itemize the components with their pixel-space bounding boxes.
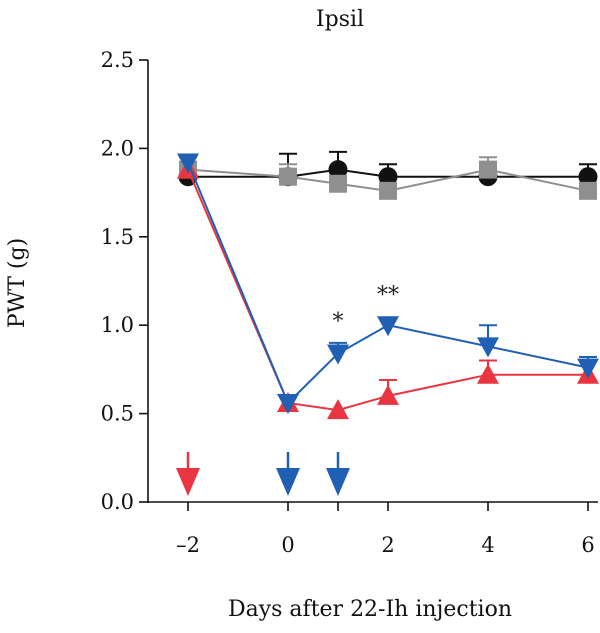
series-layer [177, 150, 599, 420]
x-axis-title: Days after 22-Ih injection [228, 597, 512, 622]
marker-circle [328, 160, 348, 180]
marker-triangle-down [177, 153, 199, 174]
marker-square [579, 181, 597, 200]
marker-triangle-down [377, 316, 399, 337]
injection-arrows [176, 452, 350, 496]
y-tick-label: 2.5 [101, 48, 134, 72]
marker-triangle-up [477, 363, 499, 384]
series-line [188, 168, 588, 178]
injection-arrow [176, 452, 200, 496]
significance-annotation: ** [377, 283, 399, 308]
y-axis-title: PWT (g) [5, 238, 30, 328]
marker-square [329, 174, 347, 193]
marker-circle [378, 167, 398, 187]
injection-arrow-head [176, 468, 200, 496]
series-circle [178, 150, 598, 187]
x-tick-label: 0 [281, 533, 294, 557]
annotations: *** [333, 283, 400, 335]
marker-square [479, 160, 497, 179]
injection-arrow-head [326, 468, 350, 496]
y-tick-label: 2.0 [101, 136, 134, 160]
injection-arrow-head [276, 468, 300, 496]
marker-triangle-down [577, 358, 599, 379]
y-tick-label: 0.0 [101, 490, 134, 514]
marker-triangle-up [327, 399, 349, 420]
significance-annotation: * [333, 310, 344, 335]
marker-square [379, 181, 397, 200]
y-tick-label: 1.5 [101, 225, 134, 249]
marker-triangle-down [327, 344, 349, 365]
axes: 0.0 0.5 1.0 1.5 2.0 2.5 –2 0 2 4 6 [101, 48, 598, 557]
x-tick-label: 4 [481, 533, 494, 557]
y-tick-label: 1.0 [101, 313, 134, 337]
injection-arrow [326, 452, 350, 496]
marker-triangle-down [277, 393, 299, 414]
series-triangle-down [177, 153, 599, 414]
marker-triangle-up [377, 384, 399, 405]
x-tick-label: 2 [381, 533, 394, 557]
series-line [187, 162, 589, 405]
series-line [187, 168, 589, 192]
marker-square [279, 167, 297, 186]
chart-title: Ipsil [316, 7, 364, 32]
x-tick-label: 6 [581, 533, 594, 557]
marker-circle [578, 167, 598, 187]
injection-arrow [276, 452, 300, 496]
y-tick-label: 0.5 [101, 402, 134, 426]
x-tick-label: –2 [176, 533, 200, 557]
marker-triangle-down [477, 337, 499, 358]
